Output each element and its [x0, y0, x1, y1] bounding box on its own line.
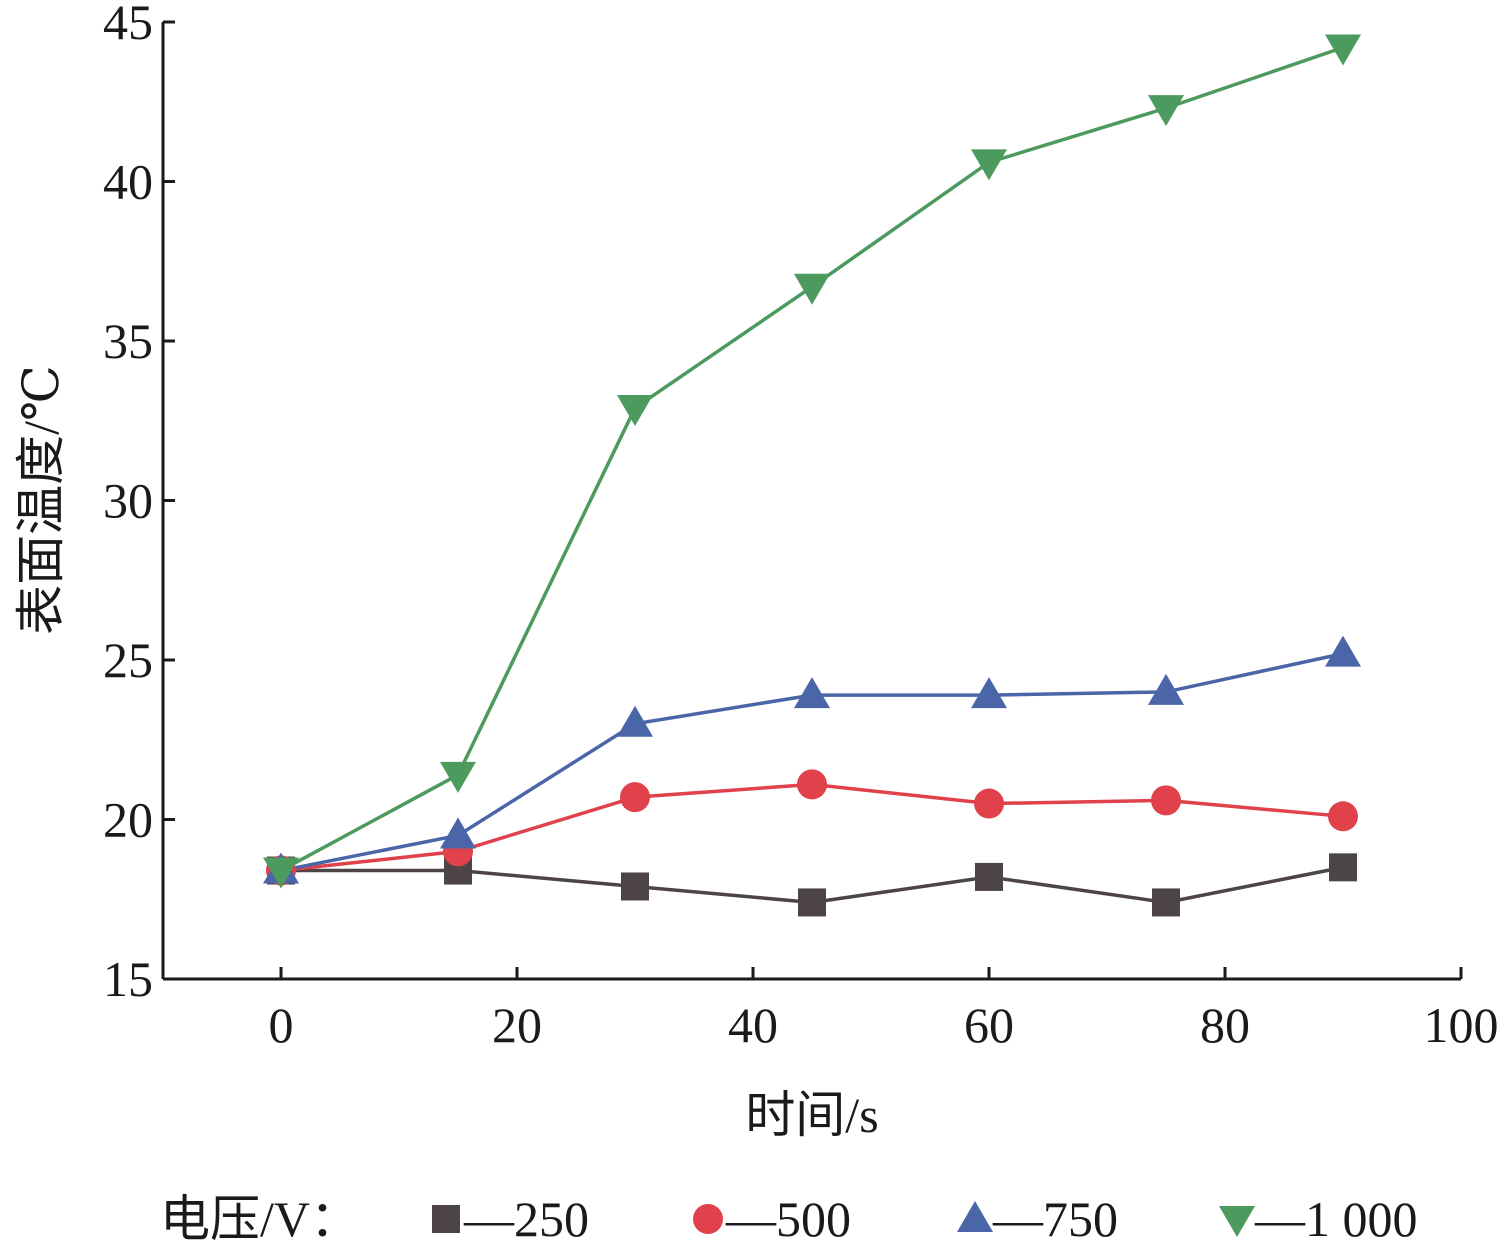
data-point [794, 273, 830, 305]
data-point [1151, 785, 1181, 816]
data-point [971, 677, 1007, 709]
data-point [1148, 95, 1184, 127]
x-tick-label: 20 [492, 997, 542, 1053]
y-tick-label: 30 [103, 473, 153, 529]
x-tick-label: 80 [1200, 997, 1250, 1053]
y-tick-label: 15 [103, 951, 153, 1007]
data-point [797, 769, 827, 800]
data-point [974, 788, 1004, 819]
data-point [798, 888, 826, 917]
legend: 电压/V： —250 —500 —750 —1 000 [160, 1191, 1418, 1247]
legend-items: —250 —500 —750 —1 000 [432, 1191, 1418, 1247]
x-ticks: 0 20 40 60 80 100 [269, 967, 1499, 1053]
legend-marker [693, 1204, 723, 1234]
data-point [1148, 673, 1184, 705]
legend-label: —250 [463, 1191, 589, 1247]
data-point [971, 149, 1007, 181]
series-line [280, 45, 1344, 873]
data-point [1325, 635, 1361, 667]
data-point [975, 862, 1003, 891]
y-ticks: 15 20 25 30 35 40 45 [103, 0, 175, 1007]
legend-label: —500 [725, 1191, 851, 1247]
y-tick-label: 40 [103, 154, 153, 210]
legend-label: —1 000 [1254, 1191, 1418, 1247]
data-point [617, 394, 653, 426]
series-markers [263, 34, 1361, 917]
x-tick-label: 100 [1424, 997, 1499, 1053]
data-point [440, 817, 476, 849]
data-point [794, 677, 830, 709]
data-point [1329, 853, 1357, 882]
y-tick-label: 20 [103, 792, 153, 848]
axes [161, 22, 1461, 981]
y-tick-label: 25 [103, 632, 153, 688]
legend-title: 电压/V： [160, 1191, 360, 1247]
data-point [620, 782, 650, 813]
legend-label: —750 [992, 1191, 1118, 1247]
legend-marker [432, 1205, 460, 1233]
legend-marker [957, 1201, 993, 1232]
x-axis-title: 时间/s [745, 1087, 878, 1143]
x-tick-label: 40 [728, 997, 778, 1053]
data-point [1152, 888, 1180, 917]
y-tick-label: 35 [103, 313, 153, 369]
x-tick-label: 0 [269, 997, 294, 1053]
data-point [440, 761, 476, 793]
data-point [263, 857, 299, 889]
data-point [1328, 801, 1358, 832]
x-tick-label: 60 [964, 997, 1014, 1053]
data-point [1325, 34, 1361, 66]
y-tick-label: 45 [103, 0, 153, 50]
legend-marker [1219, 1206, 1255, 1237]
data-point [617, 705, 653, 737]
data-point [621, 872, 649, 901]
y-axis-title: 表面温度/℃ [13, 365, 69, 635]
